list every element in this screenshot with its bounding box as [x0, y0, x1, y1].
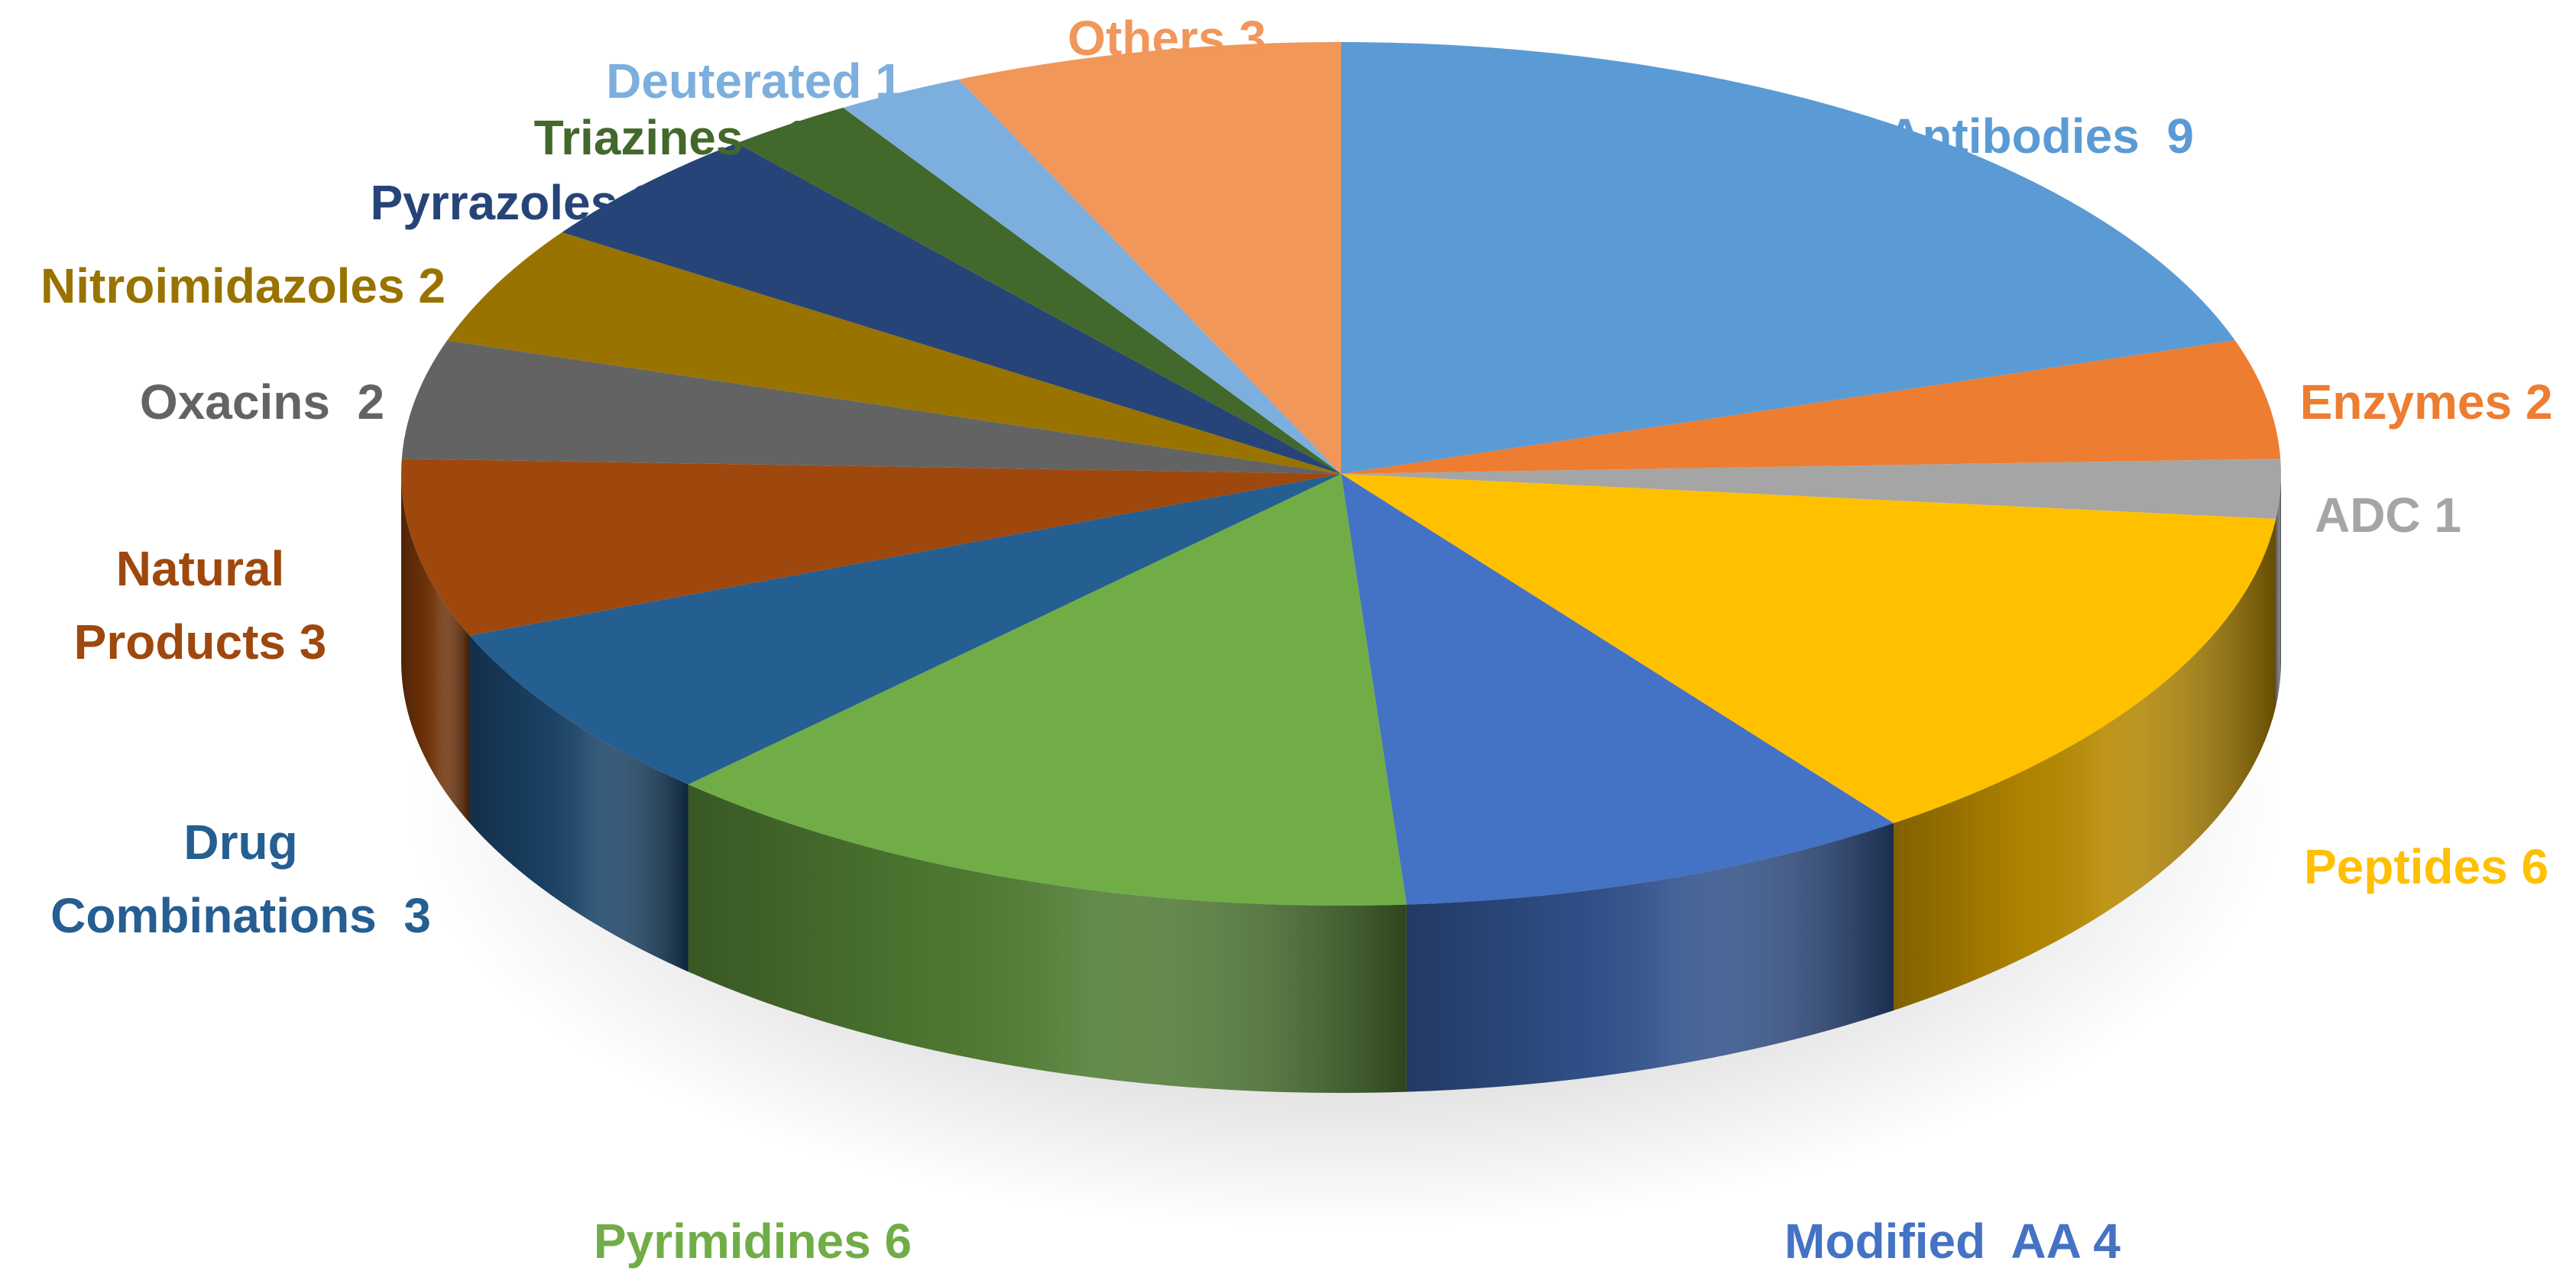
pie-slice-nitroimidazoles	[447, 232, 1342, 474]
pie-side-shading-natural-products	[401, 474, 470, 823]
pie-slice-enzymes	[1341, 340, 2281, 474]
pie-slice-oxacins	[401, 340, 1341, 474]
slice-label-deuterated: Deuterated 1	[606, 53, 902, 109]
pie-side-shading-pyrimidines	[688, 784, 1407, 1093]
pie-side-layer	[401, 474, 2281, 1093]
slice-label-natural-products: Natural Products 3	[73, 541, 327, 669]
pie-slice-drug-combinations	[469, 474, 1341, 785]
pie-side-shading-drug-combinations	[469, 635, 689, 972]
slice-label-pyrimidines: Pyrimidines 6	[593, 1214, 912, 1269]
pie-side-shading-modified-aa	[1406, 823, 1894, 1092]
pie-side-shading-adc	[2276, 474, 2281, 707]
slice-label-adc: ADC 1	[2314, 488, 2462, 543]
pie-slice-others	[958, 42, 1341, 474]
slice-label-triazines: Triazines 1	[533, 110, 812, 165]
pie-top-layer	[401, 42, 2281, 906]
slice-label-enzymes: Enzymes 2	[2299, 374, 2553, 430]
pie-side-shading-peptides	[1893, 519, 2276, 1011]
slice-label-drug-combinations: Drug Combinations 3	[50, 815, 431, 943]
slice-label-antibodies: Antibodies 9	[1887, 109, 2194, 164]
slice-label-others: Others 3	[1068, 11, 1266, 66]
pie-slice-natural-products	[401, 459, 1341, 636]
pie-slice-triazines	[737, 107, 1341, 474]
slice-label-peptides: Peptides 6	[2303, 839, 2549, 894]
pie-slice-adc	[1341, 459, 2281, 520]
pie-slice-peptides	[1341, 474, 2276, 824]
pie-slice-deuterated	[843, 79, 1341, 475]
slice-label-oxacins: Oxacins 2	[139, 374, 385, 430]
pie-slice-pyrrazoles	[562, 143, 1341, 475]
slice-label-modified-aa: Modified AA 4	[1784, 1214, 2121, 1269]
pie-slice-pyrimidines	[688, 474, 1407, 906]
pie-slice-modified-aa	[1341, 474, 1894, 905]
slice-label-pyrrazoles: Pyrrazoles 2	[370, 175, 659, 230]
pie-slice-antibodies	[1341, 42, 2235, 474]
slice-label-nitroimidazoles: Nitroimidazoles 2	[41, 258, 446, 313]
